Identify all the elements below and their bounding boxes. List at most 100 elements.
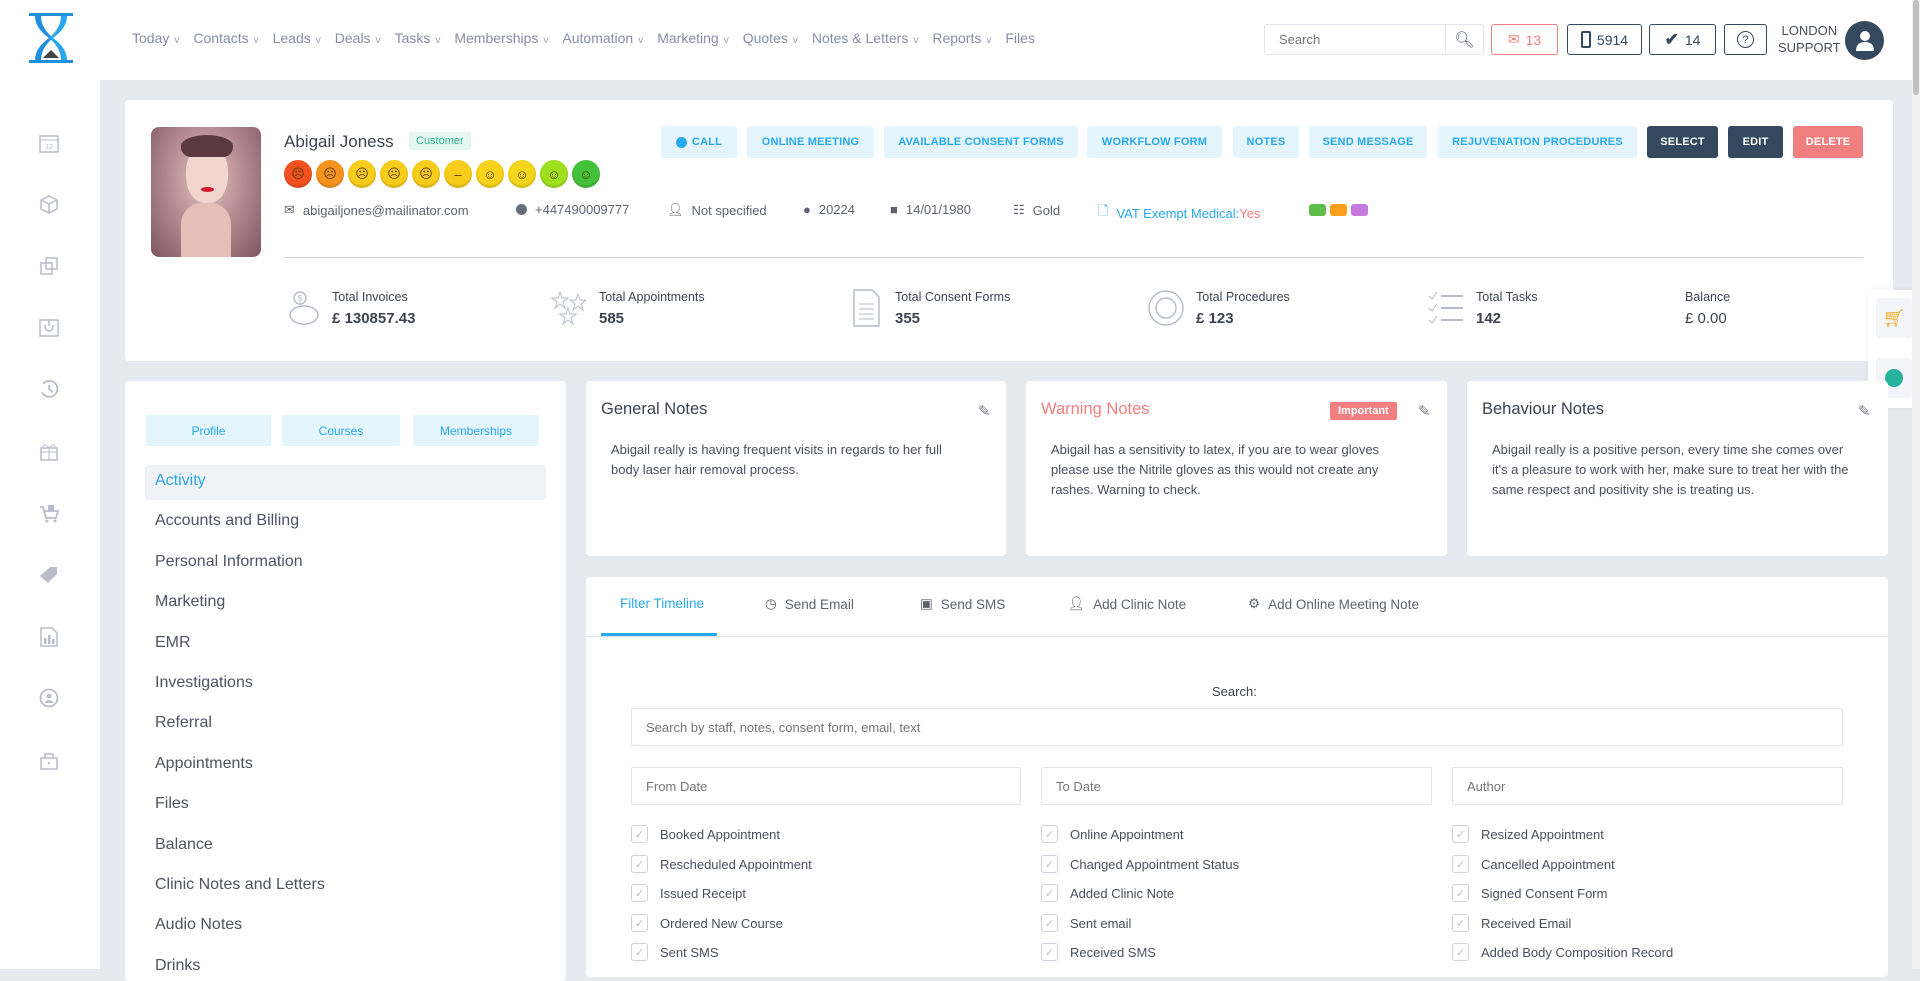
filter-checkbox[interactable]: ✓ Sent email — [1041, 914, 1131, 932]
history-icon[interactable] — [38, 378, 60, 400]
tab-memberships[interactable]: Memberships — [413, 415, 539, 446]
author-input[interactable] — [1452, 767, 1843, 805]
nav-leads[interactable]: Leads v — [273, 30, 321, 46]
user-sync-icon[interactable] — [38, 687, 60, 709]
menu-item[interactable]: Appointments — [155, 754, 253, 772]
filter-checkbox[interactable]: ✓ Issued Receipt — [631, 884, 746, 902]
call-button[interactable]: CALL — [661, 126, 737, 158]
nav-contacts[interactable]: Contacts v — [193, 30, 258, 46]
cart-icon[interactable]: 🛒︎ — [1876, 298, 1912, 338]
tasks-button[interactable]: ✔ 14 — [1649, 24, 1716, 55]
user-avatar[interactable] — [1845, 21, 1884, 60]
menu-item[interactable]: Files — [155, 795, 189, 813]
tab-profile[interactable]: Profile — [146, 415, 271, 446]
mail-button[interactable]: ✉ 13 — [1491, 24, 1558, 55]
nav-today[interactable]: Today v — [132, 30, 179, 46]
mood-face-icon[interactable]: ☹ — [380, 160, 408, 188]
workflow-form-button[interactable]: WORKFLOW FORM — [1087, 126, 1222, 158]
filter-checkbox[interactable]: ✓ Rescheduled Appointment — [631, 855, 812, 873]
nav-tasks[interactable]: Tasks v — [395, 30, 441, 46]
pencil-icon[interactable]: ✎ — [978, 403, 991, 420]
copy-icon[interactable] — [38, 255, 60, 277]
nav-deals[interactable]: Deals v — [335, 30, 381, 46]
filter-checkbox[interactable]: ✓ Booked Appointment — [631, 825, 780, 843]
mood-face-icon[interactable]: ☹ — [316, 160, 344, 188]
search-button[interactable]: 🔍︎ — [1445, 25, 1483, 54]
send-message-button[interactable]: SEND MESSAGE — [1309, 126, 1427, 158]
select-button[interactable]: SELECT — [1647, 126, 1718, 158]
menu-item[interactable]: Activity — [155, 472, 206, 489]
inbox-icon[interactable] — [38, 316, 60, 338]
menu-item[interactable]: Marketing — [155, 593, 226, 611]
gift-icon[interactable] — [38, 440, 60, 462]
pencil-icon[interactable]: ✎ — [1858, 403, 1871, 420]
filter-checkbox[interactable]: ✓ Changed Appointment Status — [1041, 855, 1239, 873]
mood-face-icon[interactable]: ☹ — [412, 160, 440, 188]
menu-item[interactable]: Balance — [155, 835, 213, 853]
rejuvenation-procedures-button[interactable]: REJUVENATION PROCEDURES — [1438, 126, 1637, 158]
filter-checkbox[interactable]: ✓ Signed Consent Form — [1452, 884, 1607, 902]
whatsapp-icon[interactable] — [1876, 358, 1912, 398]
lock-icon[interactable] — [38, 749, 60, 771]
report-icon[interactable] — [38, 626, 60, 648]
menu-item[interactable]: Accounts and Billing — [155, 512, 300, 530]
phone-button[interactable]: 5914 — [1567, 24, 1642, 55]
pencil-icon[interactable]: ✎ — [1418, 403, 1431, 420]
tag-swatch[interactable] — [1330, 204, 1347, 216]
nav-memberships[interactable]: Memberships v — [454, 30, 548, 46]
filter-checkbox[interactable]: ✓ Received SMS — [1041, 943, 1156, 961]
mood-face-icon[interactable]: ☹ — [284, 160, 312, 188]
tab-send-sms[interactable]: ▣ Send SMS — [920, 596, 1005, 612]
vat-info[interactable]: 🗋︎ VAT Exempt Medical: Yes — [1098, 202, 1261, 224]
tab-courses[interactable]: Courses — [282, 415, 400, 446]
filter-checkbox[interactable]: ✓ Sent SMS — [631, 943, 719, 961]
to-date-input[interactable] — [1041, 767, 1432, 805]
consent-forms-button[interactable]: AVAILABLE CONSENT FORMS — [884, 126, 1078, 158]
mood-face-icon[interactable]: ☺ — [540, 160, 568, 188]
mood-face-icon[interactable]: – — [444, 160, 472, 188]
menu-item[interactable]: Investigations — [155, 674, 253, 691]
tab-send-email[interactable]: ◷ Send Email — [765, 596, 854, 612]
menu-item[interactable]: Drinks — [155, 956, 201, 974]
mood-face-icon[interactable]: ☺ — [508, 160, 536, 188]
mood-face-icon[interactable]: ☺ — [572, 160, 600, 188]
filter-checkbox[interactable]: ✓ Resized Appointment — [1452, 825, 1604, 843]
help-button[interactable]: ? — [1724, 24, 1767, 55]
tab-add-clinic-note[interactable]: 👤︎ Add Clinic Note — [1068, 596, 1186, 612]
tag-icon[interactable] — [38, 564, 60, 586]
scrollbar[interactable] — [1912, 0, 1920, 969]
mood-face-icon[interactable]: ☺ — [476, 160, 504, 188]
user-name[interactable]: LONDON SUPPORT — [1778, 22, 1841, 56]
mood-face-icon[interactable]: ☹ — [348, 160, 376, 188]
tag-swatch[interactable] — [1351, 204, 1368, 216]
filter-checkbox[interactable]: ✓ Cancelled Appointment — [1452, 855, 1615, 873]
delete-button[interactable]: DELETE — [1793, 126, 1863, 158]
tab-filter-timeline[interactable]: Filter Timeline — [620, 596, 704, 611]
tab-add-online-meeting-note[interactable]: ⚙ Add Online Meeting Note — [1248, 596, 1419, 612]
tag-swatch[interactable] — [1309, 204, 1326, 216]
filter-checkbox[interactable]: ✓ Added Body Composition Record — [1452, 943, 1673, 961]
menu-item[interactable]: Personal Information — [155, 552, 303, 570]
menu-item[interactable]: Referral — [155, 714, 212, 732]
nav-reports[interactable]: Reports v — [932, 30, 991, 46]
from-date-input[interactable] — [631, 767, 1021, 805]
menu-item[interactable]: Clinic Notes and Letters — [155, 876, 325, 893]
cart-icon[interactable] — [38, 502, 60, 524]
nav-quotes[interactable]: Quotes v — [743, 30, 798, 46]
notes-button[interactable]: NOTES — [1233, 126, 1299, 158]
nav-files[interactable]: Files — [1005, 30, 1035, 46]
filter-checkbox[interactable]: ✓ Online Appointment — [1041, 825, 1183, 843]
filter-checkbox[interactable]: ✓ Added Clinic Note — [1041, 884, 1174, 902]
filter-checkbox[interactable]: ✓ Ordered New Course — [631, 914, 783, 932]
calendar-icon[interactable]: 12 — [38, 132, 60, 154]
menu-item[interactable]: EMR — [155, 633, 191, 651]
search-input[interactable] — [1265, 25, 1445, 54]
online-meeting-button[interactable]: ONLINE MEETING — [747, 126, 874, 158]
menu-item[interactable]: Audio Notes — [155, 916, 243, 934]
timeline-search-input[interactable] — [631, 708, 1843, 746]
nav-automation[interactable]: Automation v — [562, 30, 643, 46]
app-logo[interactable] — [25, 12, 77, 64]
filter-checkbox[interactable]: ✓ Received Email — [1452, 914, 1571, 932]
nav-marketing[interactable]: Marketing v — [657, 30, 728, 46]
nav-notes-letters[interactable]: Notes & Letters v — [812, 30, 919, 46]
